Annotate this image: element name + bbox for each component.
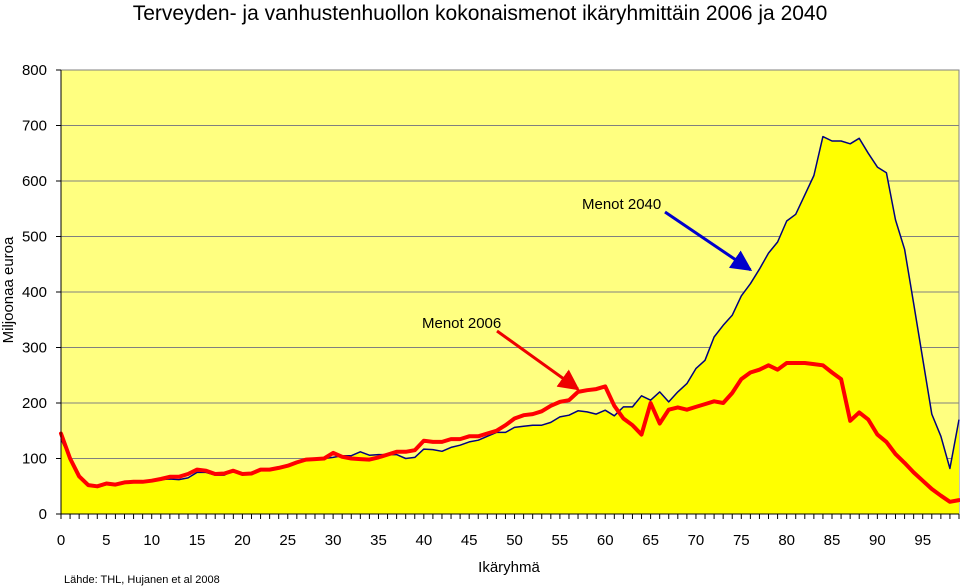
axes: 0 100 200 300 400 500 600 700 800 0 5 10 15 20 25 30 35 4… — [22, 62, 960, 549]
x-tick-label: 50 — [506, 532, 523, 549]
x-tick-label: 70 — [688, 532, 705, 549]
y-tick-label: 500 — [22, 229, 47, 246]
x-tick-label: 75 — [733, 532, 750, 549]
series-line-menot-2006 — [59, 361, 960, 504]
x-tick-label: 25 — [279, 532, 296, 549]
y-tick-label: 300 — [22, 340, 47, 357]
y-tick-label: 100 — [22, 451, 47, 468]
annotation-menot-2006: Menot 2006 — [422, 315, 501, 332]
x-tick-label: 0 — [57, 532, 65, 549]
y-tick-label: 400 — [22, 284, 47, 301]
x-tick-label: 15 — [189, 532, 206, 549]
annotation-arrow-2006 — [496, 329, 580, 391]
y-axis-title: Miljoonaa euroa — [0, 236, 17, 343]
y-tick-label: 0 — [39, 506, 47, 523]
series-layer — [59, 135, 960, 514]
x-axis-title: Ikäryhmä — [478, 559, 540, 576]
y-tick-label: 200 — [22, 395, 47, 412]
x-tick-label: 40 — [415, 532, 432, 549]
y-tick-label: 700 — [22, 118, 47, 135]
x-tick-label: 60 — [597, 532, 614, 549]
y-tick-label: 800 — [22, 62, 47, 79]
source-note: Lähde: THL, Hujanen et al 2008 — [64, 574, 220, 586]
chart-title: Terveyden- ja vanhustenhuollon kokonaism… — [133, 2, 828, 25]
x-tick-label: 30 — [325, 532, 342, 549]
series-area-menot-2040 — [61, 136, 959, 514]
x-tick-label: 85 — [824, 532, 841, 549]
x-tick-label: 45 — [461, 532, 478, 549]
x-tick-label: 95 — [914, 532, 931, 549]
x-tick-label: 35 — [370, 532, 387, 549]
x-tick-label: 80 — [778, 532, 795, 549]
x-tick-label: 90 — [869, 532, 886, 549]
x-tick-label: 5 — [102, 532, 110, 549]
x-tick-label: 65 — [642, 532, 659, 549]
annotation-menot-2040: Menot 2040 — [582, 196, 661, 213]
y-tick-label: 600 — [22, 173, 47, 190]
annotation-arrow-2040 — [664, 210, 753, 272]
x-tick-label: 55 — [552, 532, 569, 549]
x-tick-label: 20 — [234, 532, 251, 549]
x-tick-label: 10 — [143, 532, 160, 549]
